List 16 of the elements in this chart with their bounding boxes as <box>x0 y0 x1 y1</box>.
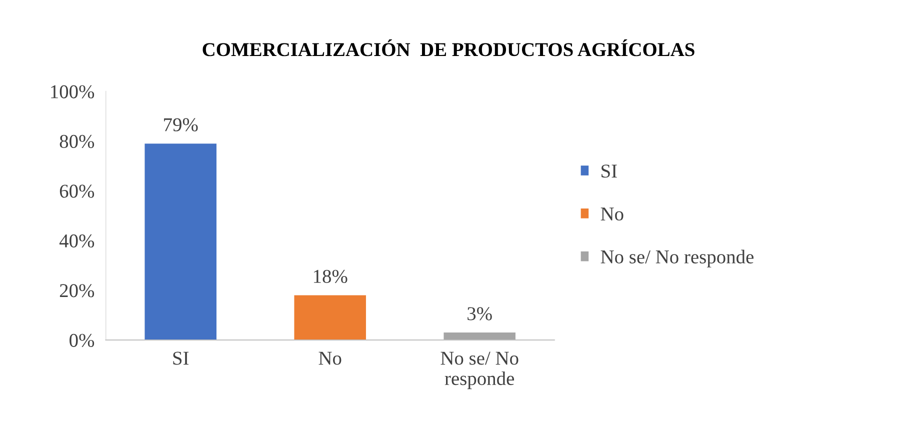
y-tick-label: 60% <box>60 184 94 198</box>
y-tick-label: 80% <box>60 134 94 148</box>
data-label: 79% <box>164 118 198 132</box>
legend-label: No <box>600 208 624 221</box>
y-tick-label: 20% <box>60 284 94 298</box>
x-tick-label: No se/ No responde <box>440 352 518 390</box>
x-tick-label: SI <box>173 352 189 365</box>
data-label: 18% <box>314 270 348 284</box>
legend-label: SI <box>602 164 617 178</box>
chart-title: COMERCIALIZACIÓN DE PRODUCTOS AGRÍCOLAS <box>202 39 694 56</box>
legend-label: No se/ No responde <box>600 250 754 268</box>
y-tick-label: 40% <box>59 234 94 248</box>
y-tick-label: 0% <box>70 334 94 347</box>
y-tick-label: 100% <box>51 85 94 98</box>
data-label: 3% <box>468 307 492 320</box>
x-tick-label: No <box>318 352 342 365</box>
